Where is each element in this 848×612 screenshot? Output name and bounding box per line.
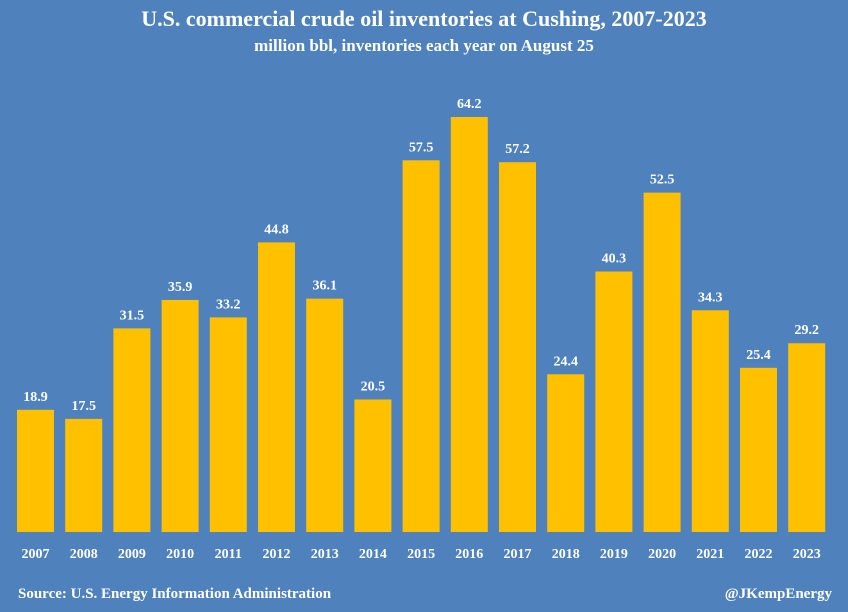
data-label: 24.4	[553, 354, 578, 369]
data-label: 44.8	[264, 222, 289, 237]
bar-2022	[740, 367, 777, 532]
bar-2011	[209, 317, 247, 532]
bar-2016	[450, 117, 488, 532]
data-label: 25.4	[746, 348, 771, 363]
bar-2013	[306, 298, 344, 532]
bar-2021	[691, 310, 729, 532]
x-tick-label: 2018	[552, 547, 580, 562]
data-label: 57.2	[505, 142, 530, 157]
x-tick-label: 2010	[166, 547, 194, 562]
data-label: 36.1	[312, 279, 337, 294]
x-tick-label: 2015	[407, 547, 435, 562]
data-label: 18.9	[23, 390, 48, 405]
data-label: 33.2	[216, 297, 241, 312]
chart-subtitle: million bbl, inventories each year on Au…	[254, 36, 594, 55]
x-tick-label: 2021	[696, 547, 724, 562]
bar-2017	[499, 162, 536, 533]
x-tick-label: 2012	[263, 547, 291, 562]
data-label: 64.2	[457, 97, 482, 112]
bar-2010	[161, 299, 199, 532]
bar-2020	[643, 192, 681, 532]
data-label: 17.5	[71, 399, 96, 414]
x-tick-label: 2007	[22, 547, 50, 562]
bar-2018	[547, 374, 585, 532]
bar-2015	[402, 160, 440, 532]
author-credit: @JKempEnergy	[724, 586, 832, 602]
chart-title: U.S. commercial crude oil inventories at…	[141, 6, 707, 31]
x-tick-label: 2017	[504, 547, 532, 562]
source-note: Source: U.S. Energy Information Administ…	[18, 586, 332, 602]
bar-2012	[258, 242, 295, 533]
x-tick-label: 2016	[455, 547, 483, 562]
x-tick-label: 2013	[311, 547, 339, 562]
data-label: 20.5	[361, 379, 386, 394]
x-tick-label: 2008	[70, 547, 98, 562]
x-tick-label: 2020	[648, 547, 676, 562]
bar-2007	[17, 409, 54, 532]
x-tick-label: 2019	[600, 547, 628, 562]
data-label: 40.3	[602, 251, 627, 266]
x-tick-label: 2014	[359, 547, 387, 562]
data-label: 57.5	[409, 140, 434, 155]
x-tick-label: 2009	[118, 547, 146, 562]
data-label: 35.9	[168, 280, 193, 295]
bar-2014	[354, 399, 392, 532]
data-label: 52.5	[650, 173, 675, 188]
bar-2008	[65, 418, 103, 532]
x-tick-label: 2011	[215, 547, 242, 562]
bar-2009	[113, 328, 151, 532]
x-tick-label: 2023	[793, 547, 821, 562]
x-tick-label: 2022	[745, 547, 773, 562]
data-label: 34.3	[698, 290, 723, 305]
bar-2023	[788, 343, 826, 532]
bar-2019	[595, 271, 633, 532]
data-label: 31.5	[120, 308, 145, 323]
data-label: 29.2	[794, 323, 819, 338]
